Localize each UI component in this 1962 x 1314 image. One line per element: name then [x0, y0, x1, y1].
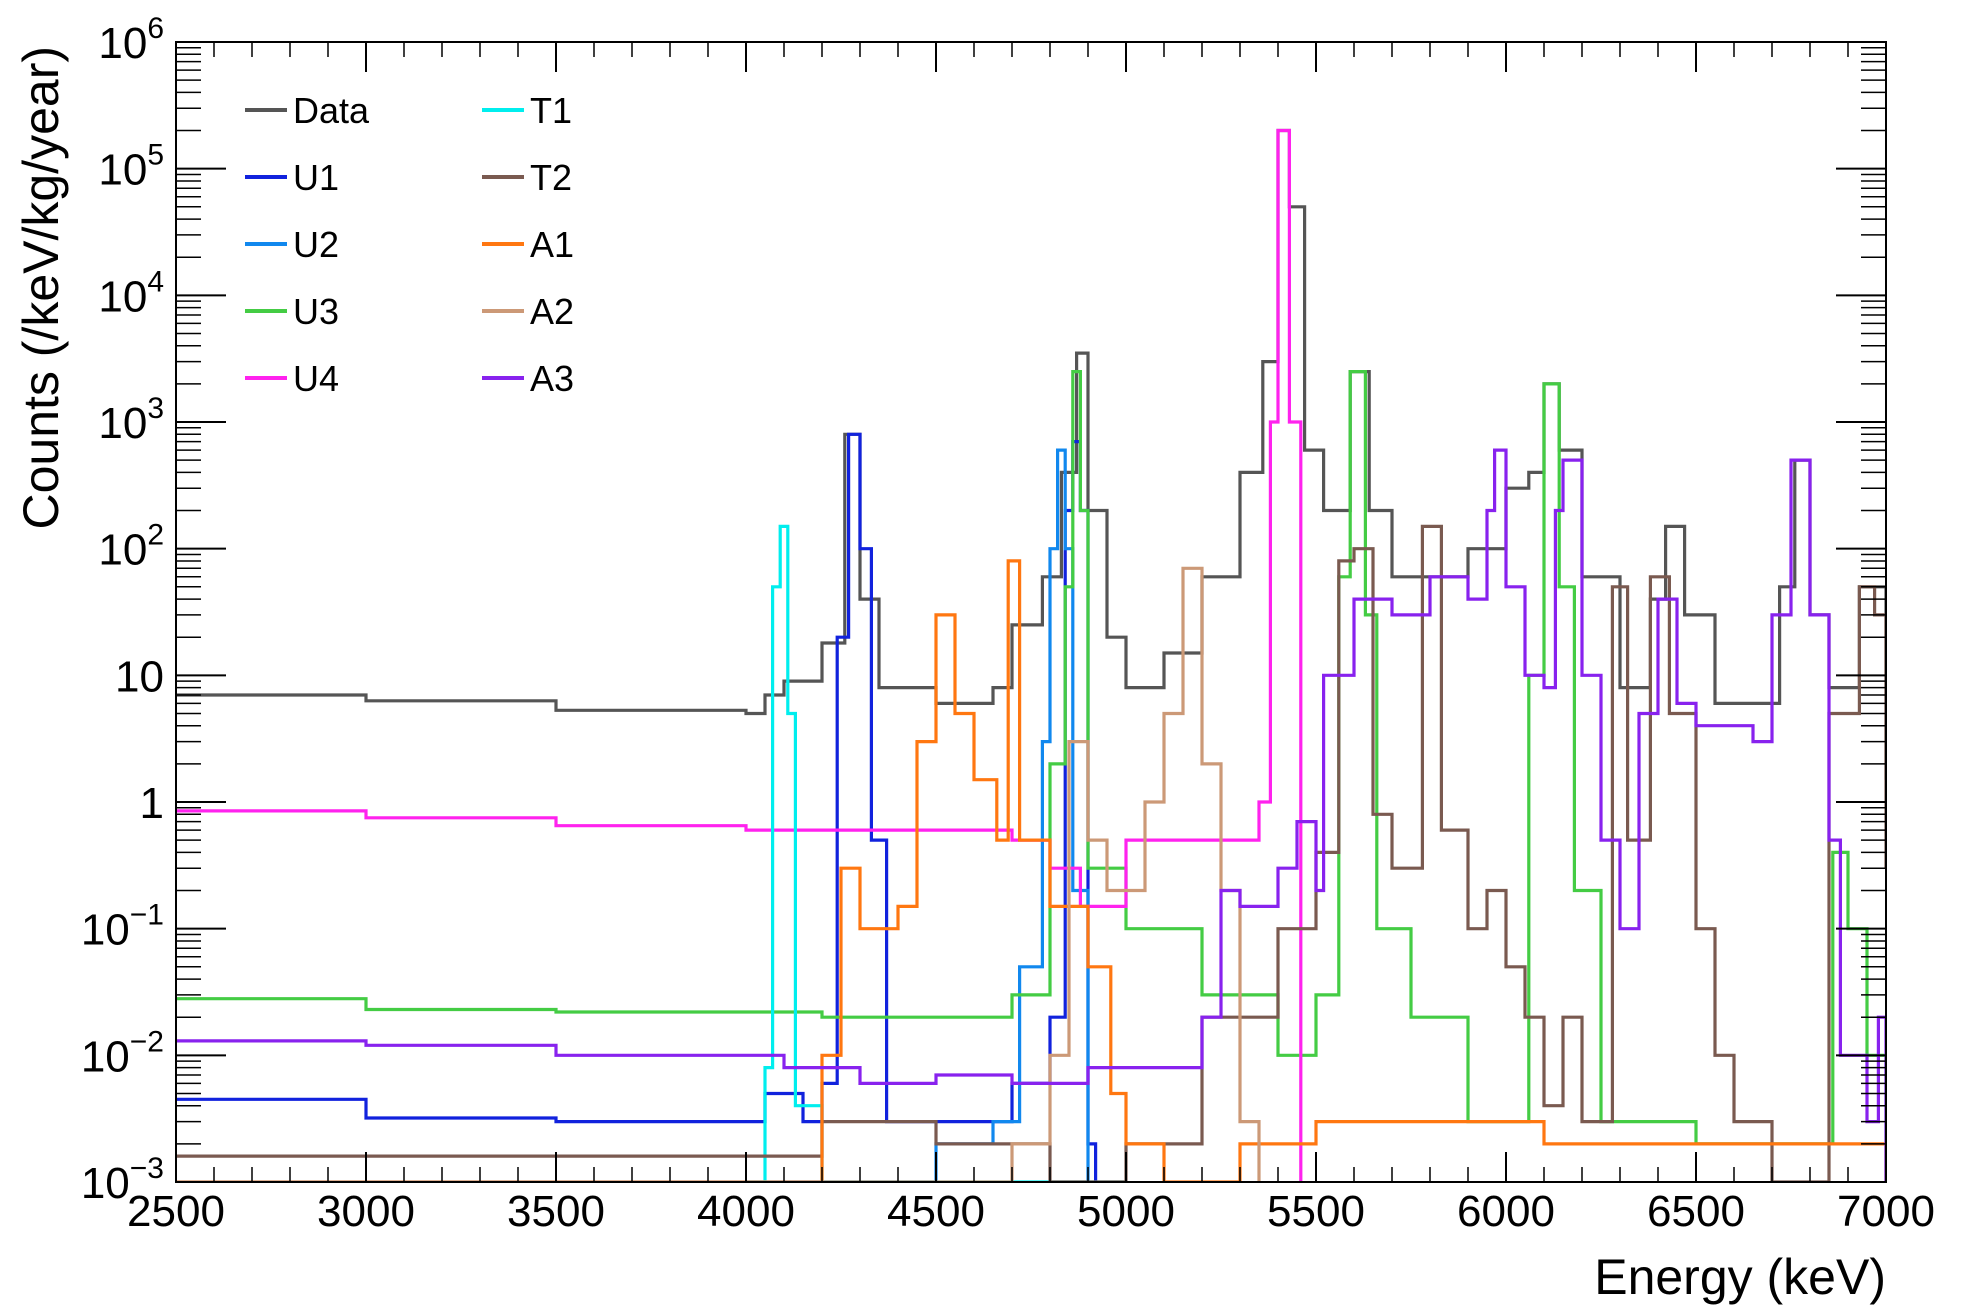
x-tick-label: 5500 — [1267, 1187, 1365, 1236]
x-tick-label: 4500 — [887, 1187, 985, 1236]
series-data-line — [176, 128, 1886, 780]
y-tick-label: 106 — [98, 12, 164, 68]
legend-label-u3: U3 — [293, 291, 339, 332]
legend-label-u1: U1 — [293, 157, 339, 198]
series-a1-line — [176, 559, 1886, 1182]
y-axis: 10−3 10−2 10−1 1 10 102 103 104 105 106 — [81, 12, 1886, 1208]
y-tick-label: 103 — [98, 392, 164, 448]
y-tick-label: 10−1 — [81, 899, 164, 955]
y-tick-label: 104 — [98, 265, 164, 321]
legend-label-a1: A1 — [530, 224, 574, 265]
y-tick-label: 10−2 — [81, 1025, 164, 1081]
series-layer — [176, 128, 1886, 1182]
legend-label-t1: T1 — [530, 90, 572, 131]
series-u3-line — [176, 370, 1886, 1182]
series-u4-line — [176, 128, 1303, 1182]
x-tick-label: 3000 — [317, 1187, 415, 1236]
series-a3-line — [176, 448, 1886, 1182]
x-tick-label: 4000 — [697, 1187, 795, 1236]
series-a2-line — [176, 566, 1261, 1182]
y-tick-label: 1 — [140, 779, 164, 828]
legend-label-t2: T2 — [530, 157, 572, 198]
x-axis-title: Energy (keV) — [1594, 1249, 1886, 1305]
y-tick-label: 102 — [98, 519, 164, 575]
x-axis: 2500 3000 3500 4000 4500 5000 5500 6000 6500 7000 — [127, 42, 1935, 1236]
legend-label-a3: A3 — [530, 358, 574, 399]
series-t1-line — [746, 524, 1126, 1182]
x-tick-label: 7000 — [1837, 1187, 1935, 1236]
y-axis-title: Counts (/keV/kg/year) — [13, 46, 69, 530]
series-u1-line — [176, 432, 1098, 1182]
x-tick-label: 6500 — [1647, 1187, 1745, 1236]
y-tick-label: 10 — [115, 652, 164, 701]
y-tick-label: 105 — [98, 139, 164, 195]
legend-label-u2: U2 — [293, 224, 339, 265]
legend-label-u4: U4 — [293, 358, 339, 399]
x-tick-label: 5000 — [1077, 1187, 1175, 1236]
legend-label-data: Data — [293, 90, 370, 131]
x-tick-label: 3500 — [507, 1187, 605, 1236]
plot-frame — [175, 41, 1887, 1183]
legend-label-a2: A2 — [530, 291, 574, 332]
y-tick-label: 10−3 — [81, 1152, 164, 1208]
legend: Data U1 U2 U3 U4 T1 T2 A1 A2 A3 — [245, 90, 574, 399]
x-tick-label: 2500 — [127, 1187, 225, 1236]
x-tick-label: 6000 — [1457, 1187, 1555, 1236]
